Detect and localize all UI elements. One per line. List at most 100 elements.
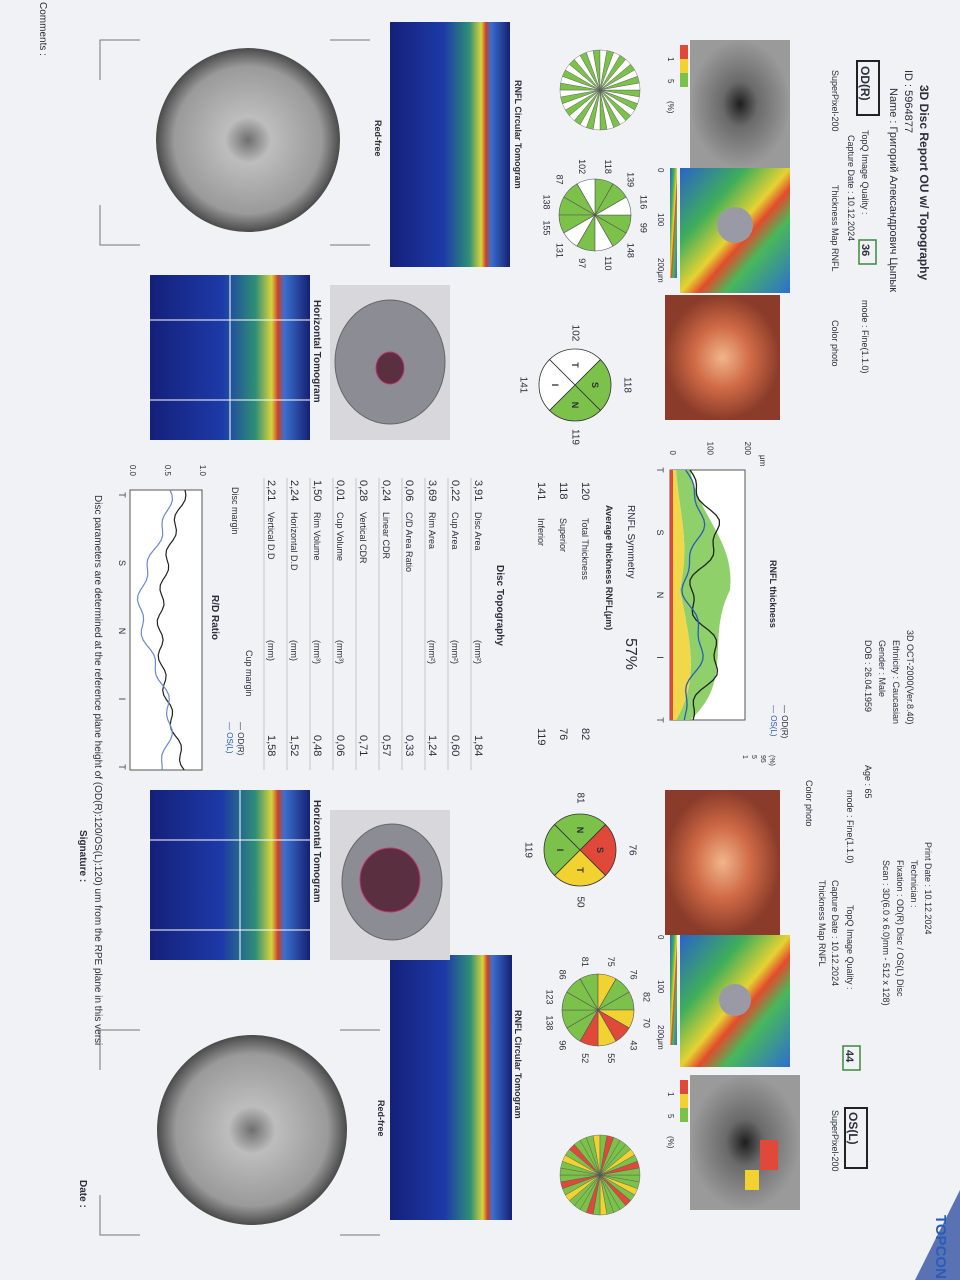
clock-value: 76 bbox=[628, 970, 638, 980]
percent-swatch bbox=[680, 1080, 688, 1094]
x-tick-label: I bbox=[655, 656, 665, 659]
table-value: 1,58 bbox=[265, 735, 277, 756]
image-label: Color photo bbox=[830, 320, 840, 367]
table-value: 1,50 bbox=[311, 480, 323, 501]
capture-date: Capture Date : 10.12.2024 bbox=[830, 880, 840, 986]
y-tick-label: 100 bbox=[706, 442, 715, 456]
quadrant-letter: S bbox=[595, 847, 605, 853]
chart-unit: μm bbox=[758, 455, 767, 467]
age: Age : 65 bbox=[863, 765, 873, 799]
table-value: 120 bbox=[579, 482, 591, 500]
dob: DOB : 26.04.1959 bbox=[863, 640, 873, 712]
quadrant-sector bbox=[579, 823, 617, 877]
quadrant-value: 141 bbox=[518, 377, 529, 394]
image-label: Horizontal Tomogram bbox=[311, 800, 322, 903]
table-unit: (mm) bbox=[266, 640, 276, 661]
table-value: 1,24 bbox=[426, 735, 438, 756]
quadrant-sector bbox=[548, 348, 602, 386]
table-value: 0,71 bbox=[357, 735, 369, 756]
quadrant-value: 81 bbox=[575, 792, 586, 804]
legend-entry: — OD(R) bbox=[236, 722, 245, 756]
table-value: 0,22 bbox=[449, 480, 461, 501]
clock-value: 82 bbox=[641, 992, 651, 1002]
table-unit: (mm²) bbox=[450, 640, 460, 664]
x-tick-label: N bbox=[117, 628, 127, 635]
table-unit: (mm³) bbox=[335, 640, 345, 664]
table-value: 0,06 bbox=[334, 735, 346, 756]
clock-value: 75 bbox=[606, 957, 616, 967]
table-value: 3,69 bbox=[426, 480, 438, 501]
percent-swatch bbox=[680, 73, 688, 87]
table-label: Disc Area bbox=[473, 512, 483, 551]
os-bracket bbox=[99, 1029, 380, 1236]
quadrant-value: 76 bbox=[627, 844, 638, 856]
quadrant-letter: N bbox=[570, 402, 580, 409]
fixation: Fixation : OD(R) Disc / OS(L) Disc bbox=[895, 860, 905, 997]
table-title: Disc Topography bbox=[494, 565, 505, 646]
percent-scale-label: 1 bbox=[666, 57, 675, 62]
image-label: Red-free bbox=[373, 120, 383, 157]
thickness-scale-label: 200μm bbox=[656, 258, 665, 283]
os-horizontal-tomogram bbox=[150, 790, 310, 960]
quadrant-value: 119 bbox=[523, 842, 534, 858]
thickness-scale-label: 200μm bbox=[656, 1025, 665, 1050]
technician: Technician : bbox=[909, 860, 919, 908]
quadrant-sector bbox=[538, 358, 576, 412]
table-value: 2,21 bbox=[265, 480, 277, 501]
quadrant-letter: N bbox=[575, 827, 585, 834]
os-tomogram-lines bbox=[150, 790, 310, 960]
capture-date: Capture Date : 10.12.2024 bbox=[846, 135, 856, 241]
table-value: 76 bbox=[557, 728, 569, 740]
od-rnfl-tomogram bbox=[390, 22, 510, 267]
chart-title: R/D Ratio bbox=[209, 595, 220, 640]
od-cup-outline bbox=[375, 351, 405, 385]
y-tick-label: 200 bbox=[743, 442, 752, 456]
quadrant-sector bbox=[553, 813, 607, 851]
percent-swatch bbox=[680, 59, 688, 73]
os-superpixel-defect bbox=[745, 1170, 759, 1190]
y-tick-label: 0.0 bbox=[128, 465, 137, 477]
os-quality-box bbox=[842, 1045, 861, 1071]
x-tick-label: T bbox=[117, 764, 127, 770]
date-label: Date : bbox=[77, 1180, 88, 1208]
clock-value: 155 bbox=[542, 220, 552, 235]
clock-value: 81 bbox=[580, 957, 590, 967]
od-rd-curve bbox=[156, 489, 187, 771]
table-label: Linear CDR bbox=[381, 512, 391, 560]
os-rnfl-tomogram bbox=[390, 955, 512, 1220]
chart-label: Disc margin bbox=[230, 487, 240, 535]
table-unit: (mm³) bbox=[312, 640, 322, 664]
table-value: 0,60 bbox=[449, 735, 461, 756]
table-unit: (mm²) bbox=[473, 640, 483, 664]
quality-label: TopQ Image Quality : bbox=[860, 130, 870, 215]
thickness-scale-label: 100 bbox=[656, 980, 665, 994]
thickness-scale-label: 0 bbox=[656, 168, 665, 173]
table-label: Cup Volume bbox=[335, 512, 345, 561]
brand: TOPCON bbox=[932, 1215, 949, 1279]
table-value: 0,28 bbox=[357, 480, 369, 501]
os-disc-area bbox=[719, 984, 751, 1016]
sector-pie-slice bbox=[599, 82, 641, 91]
od-rnfl-curve bbox=[689, 469, 721, 721]
os-red-free-image bbox=[157, 1035, 347, 1225]
percent-swatch bbox=[680, 1094, 688, 1108]
table-value: 2,24 bbox=[288, 480, 300, 501]
chart-label: Cup margin bbox=[244, 650, 254, 697]
os-cup-outline bbox=[359, 847, 421, 913]
percent-label: 1 bbox=[741, 755, 748, 759]
x-tick-label: S bbox=[655, 529, 665, 535]
percent-scale-label: (%) bbox=[666, 101, 675, 114]
legend-entry: — OS(L) bbox=[225, 722, 234, 754]
image-label: Thickness Map RNFL bbox=[817, 880, 827, 967]
signature-label: Signature : bbox=[77, 830, 88, 882]
image-label: SuperPixel-200 bbox=[830, 1110, 840, 1172]
rnfl-normal-band bbox=[676, 470, 731, 720]
percent-label: (%) bbox=[768, 755, 775, 766]
percent-swatch bbox=[680, 1108, 688, 1122]
quality-value: 36 bbox=[859, 244, 871, 256]
table-label: Rim Area bbox=[427, 512, 437, 549]
clock-value: 97 bbox=[577, 258, 587, 268]
mode: mode : Fine(1.1.0) bbox=[860, 300, 870, 374]
